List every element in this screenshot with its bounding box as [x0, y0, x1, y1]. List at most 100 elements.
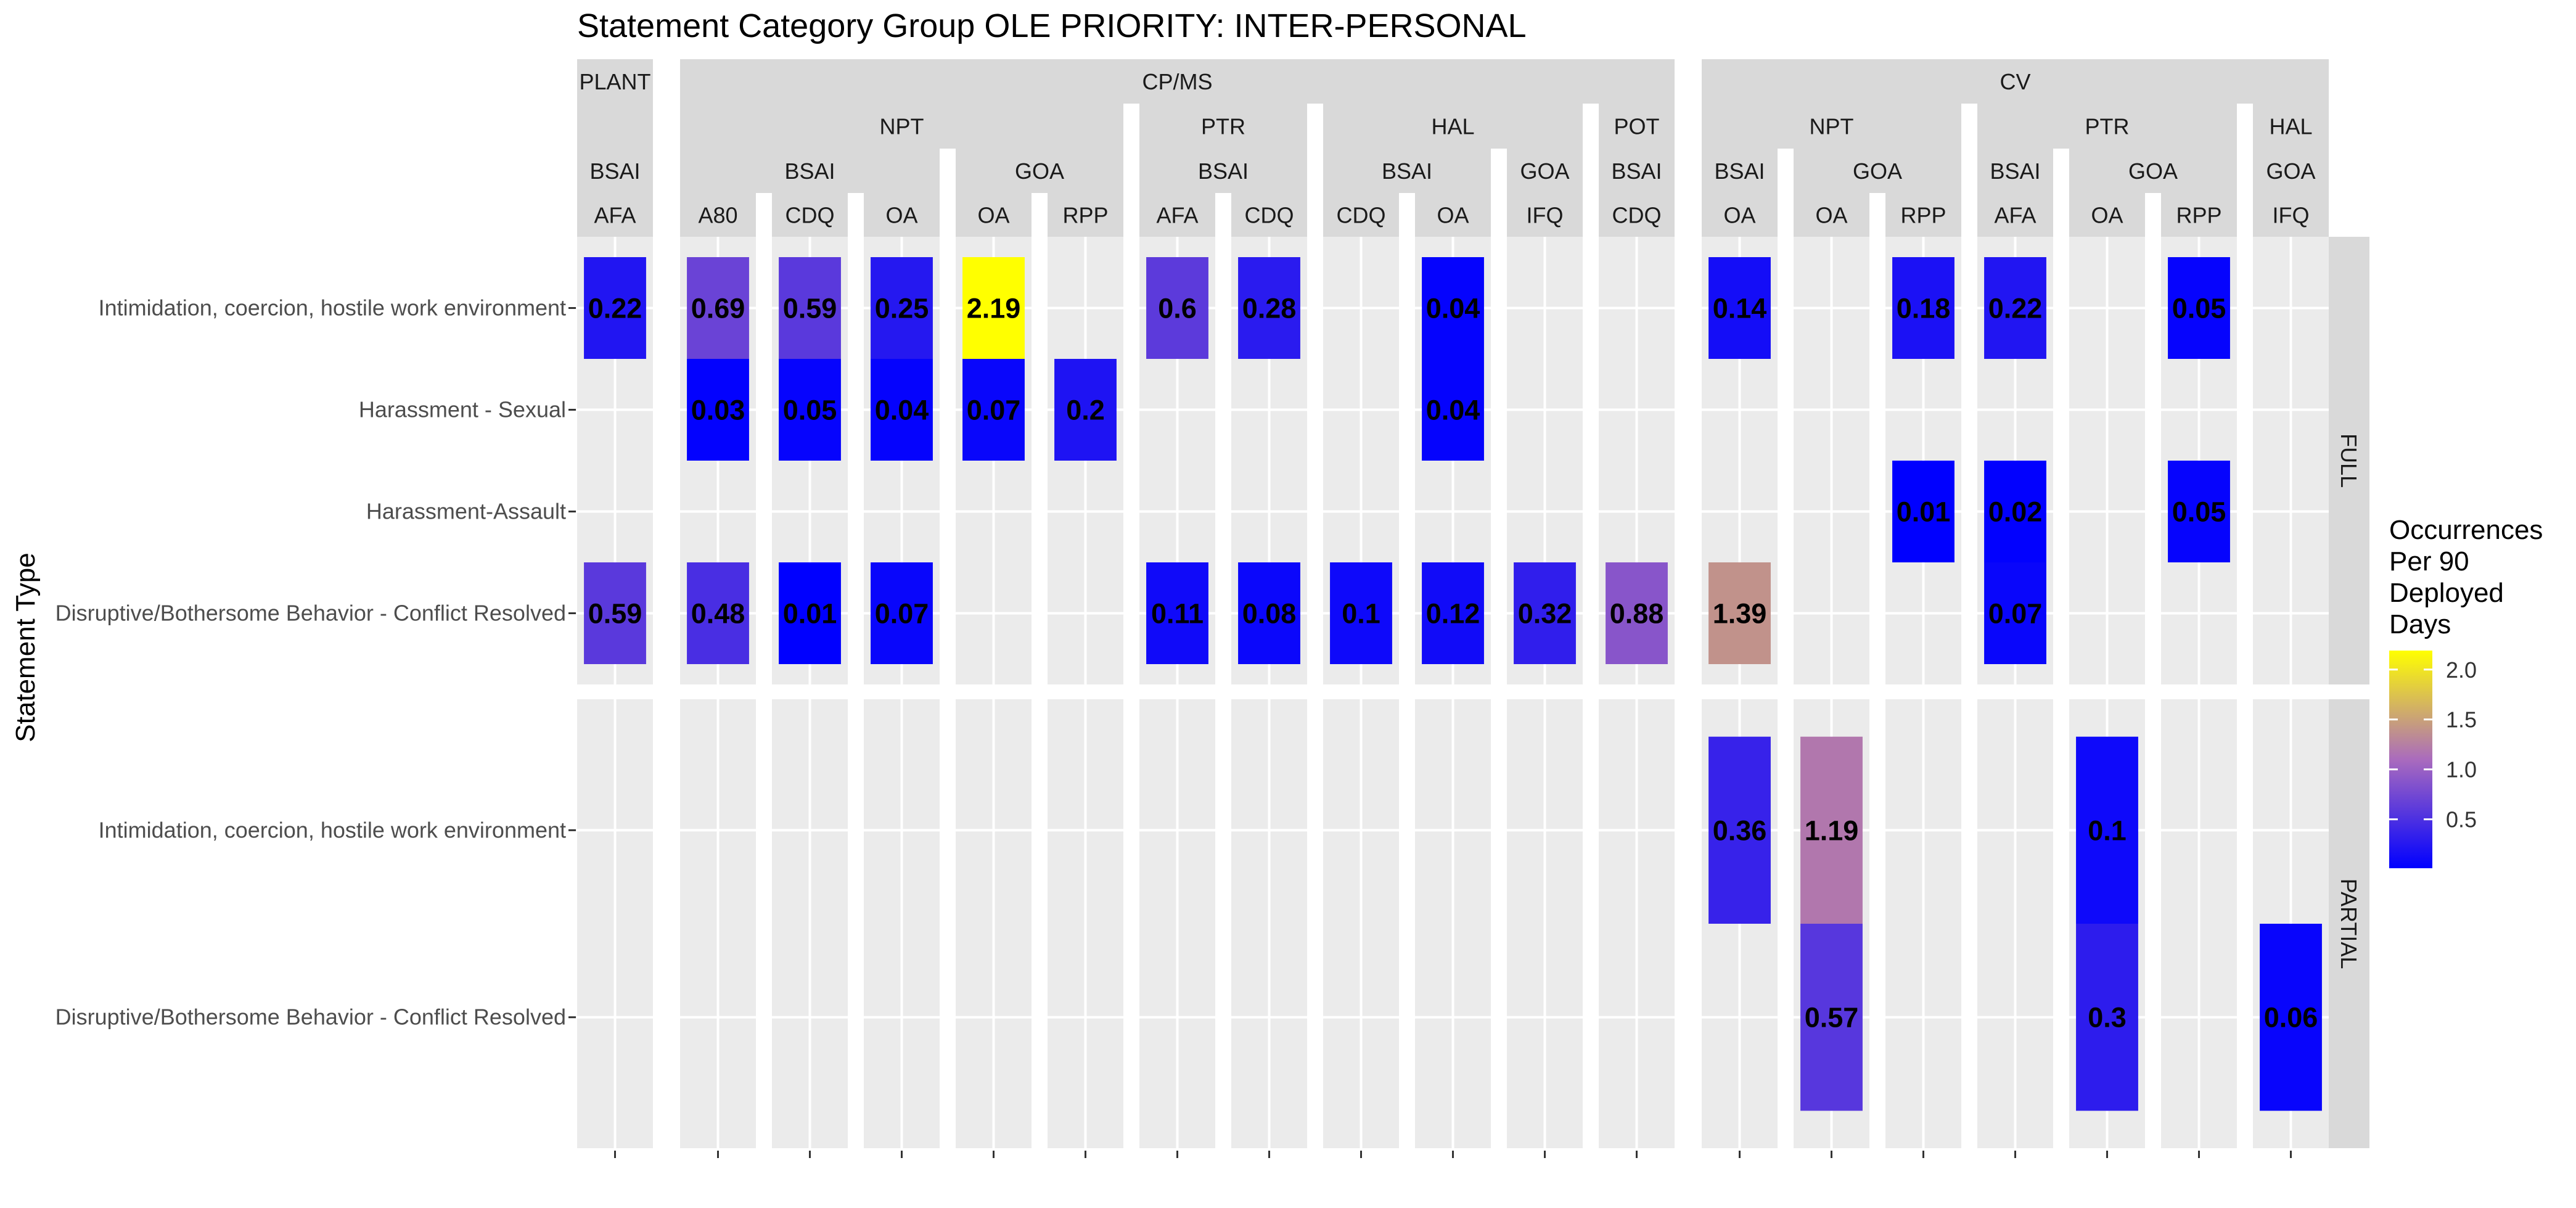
strip-level3-box [2069, 149, 2237, 193]
legend-title-line: Days [2389, 609, 2451, 639]
tile-value-label: 0.01 [783, 598, 837, 630]
heatmap-tile [1892, 257, 1955, 359]
strip-level4-label: OA [1723, 203, 1755, 228]
heatmap-tile [687, 562, 749, 664]
tile-value-label: 0.28 [1242, 293, 1297, 324]
tile-value-label: 0.59 [588, 598, 642, 630]
heatmap-tile [687, 257, 749, 359]
heatmap-tile [584, 257, 646, 359]
strip-level2-box [1323, 104, 1583, 149]
strip-level2-label: NPT [880, 114, 924, 139]
strip-level3-box [2253, 149, 2329, 193]
strip-level2-label: PTR [2085, 114, 2130, 139]
strip-level4-box [2253, 193, 2329, 237]
tile-value-label: 0.69 [691, 293, 745, 324]
strip-level4-box [1977, 193, 2053, 237]
heatmap-tile [871, 562, 933, 664]
heatmap-tile [1422, 359, 1484, 461]
strip-level2-label: HAL [2269, 114, 2312, 139]
strip-level4-label: OA [977, 203, 1009, 228]
tile-value-label: 0.03 [691, 395, 745, 426]
strip-level4-box [772, 193, 848, 237]
side-strip-label: PARTIAL [2336, 879, 2361, 969]
strip-level4-box [956, 193, 1032, 237]
tile-value-label: 1.19 [1805, 815, 1859, 846]
tile-value-label: 1.39 [1713, 598, 1767, 630]
heatmap-tile [871, 257, 933, 359]
strip-level2-box [2253, 104, 2329, 149]
strip-level4-label: A80 [698, 203, 737, 228]
tile-value-label: 0.32 [1518, 598, 1572, 630]
y-tick-label: Harassment - Sexual [359, 397, 566, 422]
strip-level4-box [1231, 193, 1307, 237]
strip-level4-box [2161, 193, 2237, 237]
tile-value-label: 0.6 [1158, 293, 1197, 324]
strip-level4-box [1048, 193, 1123, 237]
tile-value-label: 0.07 [967, 395, 1021, 426]
tile-value-label: 0.07 [1988, 598, 2043, 630]
strip-level1-label: CV [2000, 69, 2030, 94]
heatmap-tile [1422, 257, 1484, 359]
strip-level3-box [1323, 149, 1491, 193]
strip-level4-label: IFQ [1527, 203, 1564, 228]
tile-value-label: 0.57 [1805, 1002, 1859, 1033]
legend-tick-label: 1.5 [2446, 707, 2477, 733]
tile-value-label: 0.88 [1610, 598, 1664, 630]
tile-value-label: 0.12 [1426, 598, 1480, 630]
heatmap-tile [1892, 461, 1955, 562]
strip-level2-box [1977, 104, 2237, 149]
tile-value-label: 0.22 [1988, 293, 2043, 324]
strip-level4-label: CDQ [1337, 203, 1386, 228]
heatmap-tile [1984, 257, 2046, 359]
strip-level3-box [1794, 149, 1961, 193]
heatmap-tile [779, 359, 841, 461]
tile-value-label: 0.05 [783, 395, 837, 426]
strip-level3-box [1599, 149, 1675, 193]
strip-level4-label: CDQ [786, 203, 835, 228]
y-tick-label: Intimidation, coercion, hostile work env… [99, 817, 566, 842]
heatmap-tile [2168, 461, 2230, 562]
strip-level3-box [1977, 149, 2053, 193]
strip-level4-box [864, 193, 940, 237]
strip-level3-label: GOA [2266, 158, 2315, 184]
heatmap-tile [1708, 562, 1771, 664]
strip-level3-label: BSAI [1611, 158, 1662, 184]
tile-value-label: 0.1 [2088, 815, 2127, 846]
strip-level4-box [680, 193, 756, 237]
strip-level1-box [1702, 59, 2329, 104]
heatmap-tile [1800, 924, 1863, 1111]
heatmap-tile [1514, 562, 1576, 664]
strip-level4-box [1415, 193, 1491, 237]
heatmap-tile [1146, 562, 1208, 664]
tile-value-label: 0.07 [875, 598, 929, 630]
heatmap-tile [1984, 562, 2046, 664]
strip-level3-box [1702, 149, 1778, 193]
strip-level3-box [1139, 149, 1307, 193]
strip-level3-label: BSAI [589, 158, 640, 184]
strip-level4-box [1323, 193, 1399, 237]
tile-value-label: 0.11 [1151, 598, 1204, 630]
strip-level3-label: GOA [1853, 158, 1902, 184]
strip-level4-box [2069, 193, 2145, 237]
strip-level3-label: BSAI [1990, 158, 2040, 184]
x-axis-ticks [614, 1151, 2292, 1158]
strip-level3-label: GOA [2128, 158, 2178, 184]
strip-level4-label: OA [1815, 203, 1847, 228]
heatmap-tile [1708, 736, 1771, 924]
strip-level2-box [1702, 104, 1961, 149]
side-strip-label: FULL [2336, 433, 2361, 488]
heatmap-tile [1800, 736, 1863, 924]
y-tick-label: Disruptive/Bothersome Behavior - Conflic… [55, 1005, 566, 1030]
strip-level4-box [1702, 193, 1778, 237]
strip-level4-box [1599, 193, 1675, 237]
side-strip-box [2329, 699, 2369, 1148]
tile-value-label: 0.2 [1066, 395, 1105, 426]
strip-level3-box [1507, 149, 1583, 193]
heatmap-tile [2076, 924, 2138, 1111]
strip-level3-label: BSAI [784, 158, 835, 184]
heatmap-tile [871, 359, 933, 461]
heatmap-tile [2076, 736, 2138, 924]
legend-title-line: Deployed [2389, 578, 2504, 608]
heatmap-tile [779, 257, 841, 359]
